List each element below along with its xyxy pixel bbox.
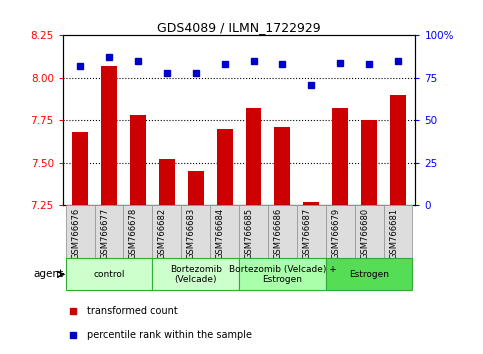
Text: GSM766681: GSM766681 bbox=[389, 208, 398, 259]
Text: percentile rank within the sample: percentile rank within the sample bbox=[87, 330, 253, 339]
Bar bbox=[239, 205, 268, 258]
Text: GSM766682: GSM766682 bbox=[158, 208, 167, 259]
Title: GDS4089 / ILMN_1722929: GDS4089 / ILMN_1722929 bbox=[157, 21, 321, 34]
Bar bbox=[66, 258, 152, 290]
Bar bbox=[130, 115, 146, 205]
Text: GSM766687: GSM766687 bbox=[302, 208, 312, 259]
Bar bbox=[390, 95, 406, 205]
Text: Bortezomib (Velcade) +
Estrogen: Bortezomib (Velcade) + Estrogen bbox=[228, 265, 336, 284]
Bar bbox=[326, 205, 355, 258]
Bar bbox=[217, 129, 233, 205]
Text: Estrogen: Estrogen bbox=[349, 270, 389, 279]
Text: GSM766680: GSM766680 bbox=[360, 208, 369, 259]
Text: transformed count: transformed count bbox=[87, 306, 178, 316]
Text: GSM766685: GSM766685 bbox=[244, 208, 254, 259]
Bar bbox=[355, 205, 384, 258]
Text: Bortezomib
(Velcade): Bortezomib (Velcade) bbox=[170, 265, 222, 284]
Bar bbox=[274, 127, 290, 205]
Text: agent: agent bbox=[33, 269, 63, 279]
Text: GSM766686: GSM766686 bbox=[273, 208, 283, 259]
Bar bbox=[239, 258, 326, 290]
Bar bbox=[210, 205, 239, 258]
Bar bbox=[268, 205, 297, 258]
Bar bbox=[332, 108, 348, 205]
Bar bbox=[95, 205, 124, 258]
Bar bbox=[303, 202, 319, 205]
Text: GSM766679: GSM766679 bbox=[331, 208, 340, 259]
Bar bbox=[245, 108, 261, 205]
Bar bbox=[361, 120, 377, 205]
Bar bbox=[66, 205, 95, 258]
Text: control: control bbox=[93, 270, 125, 279]
Text: GSM766676: GSM766676 bbox=[71, 208, 80, 259]
Bar bbox=[384, 205, 412, 258]
Bar bbox=[159, 159, 175, 205]
Bar bbox=[101, 66, 117, 205]
Bar bbox=[152, 205, 181, 258]
Bar bbox=[152, 258, 239, 290]
Bar bbox=[188, 171, 204, 205]
Bar bbox=[326, 258, 412, 290]
Bar bbox=[181, 205, 210, 258]
Bar bbox=[72, 132, 88, 205]
Text: GSM766683: GSM766683 bbox=[187, 208, 196, 259]
Text: GSM766678: GSM766678 bbox=[129, 208, 138, 259]
Text: GSM766677: GSM766677 bbox=[100, 208, 109, 259]
Bar bbox=[297, 205, 326, 258]
Bar bbox=[124, 205, 152, 258]
Text: GSM766684: GSM766684 bbox=[215, 208, 225, 259]
